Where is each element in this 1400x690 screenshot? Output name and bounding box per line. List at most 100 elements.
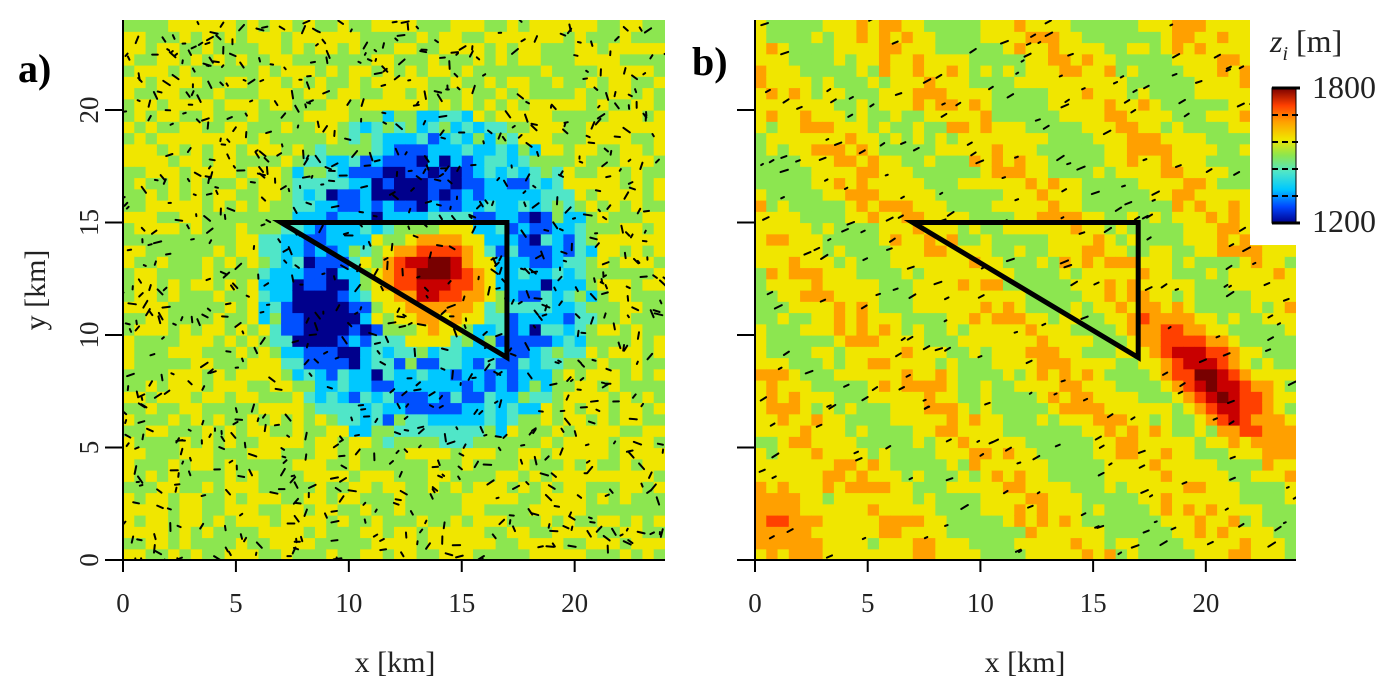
- heatmap-cell: [1036, 211, 1049, 224]
- heatmap-cell: [190, 503, 203, 516]
- contour-speck: [580, 363, 586, 368]
- contour-speck: [262, 413, 267, 419]
- heatmap-cell: [653, 177, 665, 190]
- heatmap-cell: [755, 470, 767, 482]
- heatmap-cell: [134, 357, 147, 370]
- heatmap-cell: [145, 515, 158, 527]
- contour-speck: [531, 202, 540, 209]
- heatmap-cell: [450, 447, 463, 460]
- heatmap-cell: [156, 368, 169, 381]
- heatmap-cell: [901, 143, 914, 156]
- heatmap-cell: [653, 492, 665, 505]
- heatmap-cell: [473, 76, 485, 89]
- heatmap-cell: [1104, 143, 1117, 156]
- heatmap-cell: [224, 188, 237, 201]
- heatmap-cell: [901, 31, 914, 44]
- contour-speck: [190, 315, 194, 324]
- heatmap-cell: [540, 436, 553, 449]
- heatmap-cell: [901, 42, 914, 55]
- heatmap-cell: [394, 53, 406, 66]
- heatmap-cell: [281, 31, 293, 44]
- heatmap-cell: [326, 76, 339, 89]
- heatmap-cell: [247, 323, 260, 336]
- heatmap-cell: [1002, 537, 1015, 550]
- heatmap-cell: [439, 357, 452, 370]
- heatmap-cell: [529, 470, 542, 482]
- heatmap-cell: [213, 200, 226, 212]
- heatmap-cell: [845, 391, 858, 404]
- contour-speck: [520, 443, 526, 447]
- heatmap-cell: [766, 335, 779, 347]
- heatmap-cell: [179, 121, 192, 134]
- contour-speck: [631, 74, 639, 81]
- heatmap-cell: [924, 335, 936, 347]
- contour-speck: [351, 150, 359, 158]
- heatmap-cell: [416, 121, 429, 134]
- heatmap-cell: [281, 515, 293, 527]
- heatmap-cell: [1138, 200, 1151, 212]
- heatmap-cell: [856, 245, 869, 257]
- heatmap-cell: [202, 312, 214, 325]
- heatmap-cell: [890, 87, 903, 100]
- heatmap-cell: [303, 470, 316, 482]
- heatmap-cell: [134, 155, 147, 167]
- heatmap-cell: [867, 391, 880, 404]
- heatmap-cell: [946, 515, 959, 527]
- heatmap-cell: [957, 413, 970, 426]
- heatmap-cell: [518, 301, 531, 314]
- heatmap-cell: [337, 222, 350, 235]
- heatmap-cell: [371, 481, 384, 494]
- heatmap-cell: [608, 267, 621, 280]
- heatmap-cell: [1093, 31, 1105, 44]
- contour-speck: [423, 90, 427, 100]
- heatmap-cell: [473, 20, 485, 32]
- heatmap-cell: [213, 20, 226, 32]
- heatmap-cell: [484, 87, 497, 100]
- heatmap-cell: [405, 65, 418, 77]
- heatmap-cell: [631, 301, 644, 314]
- heatmap-cell: [394, 436, 406, 449]
- heatmap-cell: [258, 211, 271, 224]
- heatmap-cell: [405, 425, 418, 437]
- contour-speck: [443, 432, 447, 443]
- heatmap-cell: [495, 548, 508, 560]
- heatmap-cell: [269, 368, 282, 381]
- heatmap-cell: [1115, 177, 1128, 190]
- heatmap-cell: [348, 346, 361, 359]
- contour-speck: [323, 350, 329, 355]
- heatmap-cell: [878, 211, 891, 224]
- heatmap-cell: [1070, 357, 1083, 370]
- contour-speck: [363, 52, 367, 56]
- heatmap-cell: [1036, 413, 1049, 426]
- heatmap-cell: [1025, 357, 1038, 370]
- heatmap-cell: [326, 278, 339, 291]
- heatmap-cell: [190, 42, 203, 55]
- heatmap-cell: [1025, 312, 1038, 325]
- heatmap-cell: [878, 87, 891, 100]
- heatmap-cell: [631, 323, 644, 336]
- heatmap-cell: [1115, 65, 1128, 77]
- heatmap-cell: [314, 42, 327, 55]
- heatmap-cell: [969, 301, 982, 314]
- heatmap-cell: [574, 87, 587, 100]
- heatmap-cell: [1149, 233, 1162, 246]
- heatmap-cell: [450, 458, 463, 471]
- heatmap-cell: [856, 267, 869, 280]
- heatmap-cell: [608, 391, 621, 404]
- heatmap-cell: [574, 188, 587, 201]
- heatmap-cell: [1149, 537, 1162, 550]
- contour-speck: [208, 158, 216, 162]
- heatmap-cell: [179, 301, 192, 314]
- contour-speck: [344, 137, 352, 141]
- heatmap-cell: [912, 166, 925, 179]
- contour-speck: [342, 231, 350, 236]
- heatmap-cell: [145, 233, 158, 246]
- heatmap-cell: [1149, 492, 1162, 505]
- contour-speck: [187, 428, 192, 432]
- heatmap-cell: [439, 526, 452, 539]
- heatmap-cell: [427, 166, 440, 179]
- heatmap-cell: [811, 492, 824, 505]
- contour-speck: [523, 201, 527, 208]
- contour-speck: [508, 347, 513, 352]
- heatmap-cell: [292, 413, 305, 426]
